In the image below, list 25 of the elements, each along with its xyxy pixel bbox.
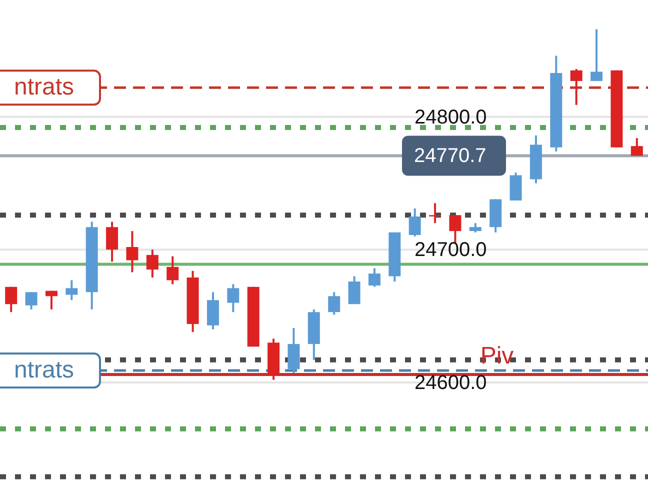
candlestick [5,286,18,314]
y-tick-label: 24800.0 [414,106,487,128]
candlestick [45,290,58,310]
candlestick [328,291,340,316]
candlestick [126,230,138,274]
candlestick [66,279,78,302]
ref-line-label: ntrats [14,74,74,101]
candlestick [429,202,442,224]
y-tick-label: 24700.0 [414,239,487,262]
candlestick [408,207,421,238]
candlestick [368,267,380,288]
candlestick [106,220,118,263]
candlestick [348,275,360,306]
candlestick [590,28,603,82]
candlestick [570,68,582,106]
ref-line-label: 24770.7 [414,144,486,167]
ref-line-label: Piv [480,342,514,370]
candlestick [25,291,38,310]
candlestick [227,283,240,314]
y-tick-label: 24600.0 [414,372,487,394]
ref-line-label: ntrats [14,356,74,384]
candlestick [469,222,482,234]
candlestick [146,248,158,279]
candlestick [630,137,643,157]
candlestick [166,255,179,286]
